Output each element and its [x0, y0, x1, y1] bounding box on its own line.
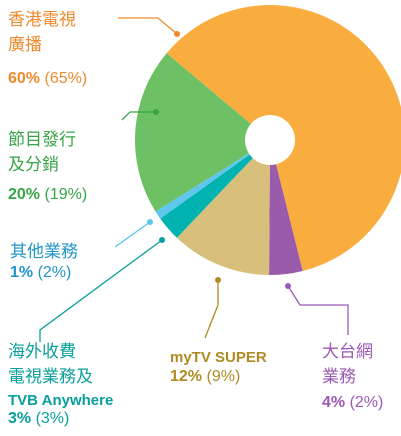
donut-slice — [155, 140, 270, 219]
leader-dot — [215, 277, 221, 283]
value-label-group: 3% (3%) — [8, 410, 69, 428]
prior-value-label: (2%) — [37, 264, 72, 281]
category-label: myTV SUPER — [170, 349, 267, 366]
donut-hole — [245, 115, 295, 165]
prior-value-label: (3%) — [35, 410, 70, 427]
leader-line — [121, 111, 156, 121]
value-label: 4% — [322, 394, 346, 411]
leader-dot — [153, 109, 159, 115]
category-label: 香港電視 廣播 — [8, 10, 76, 55]
prior-value-label: (2%) — [349, 394, 384, 411]
prior-value-label: (9%) — [206, 368, 241, 385]
value-label: 1% — [10, 264, 34, 281]
value-label-group: 12% (9%) — [170, 368, 240, 386]
prior-value-label: (19%) — [44, 186, 88, 203]
category-label: 大台網 業務 — [322, 342, 373, 387]
donut-slice — [269, 140, 303, 275]
value-label-group: 20% (19%) — [8, 186, 87, 204]
value-label-group: 1% (2%) — [10, 264, 71, 282]
leader-line — [114, 221, 151, 248]
leader-lines — [39, 17, 349, 342]
value-label: 60% — [8, 70, 41, 87]
leader-dot — [174, 31, 180, 37]
category-label: 其他業務 — [10, 242, 78, 262]
category-label: 節目發行 及分銷 — [8, 130, 76, 175]
leader-line — [287, 285, 349, 335]
leader-line — [39, 239, 163, 342]
leader-line — [204, 280, 219, 339]
value-label: 3% — [8, 410, 32, 427]
prior-value-label: (65%) — [44, 70, 88, 87]
value-label-group: 4% (2%) — [322, 394, 383, 412]
leader-dot — [147, 219, 153, 225]
donut-slice — [160, 140, 270, 238]
value-label-group: 60% (65%) — [8, 70, 87, 88]
donut-slice — [135, 53, 270, 212]
value-label: 20% — [8, 186, 41, 203]
leader-line — [118, 17, 178, 35]
category-sublabel: TVB Anywhere — [8, 392, 114, 409]
leader-dot — [285, 283, 291, 289]
value-label: 12% — [170, 368, 203, 385]
donut-slice — [176, 140, 270, 275]
category-label: 海外收費 電視業務及 TVB Anywhere — [8, 340, 113, 412]
leader-dot — [159, 237, 165, 243]
